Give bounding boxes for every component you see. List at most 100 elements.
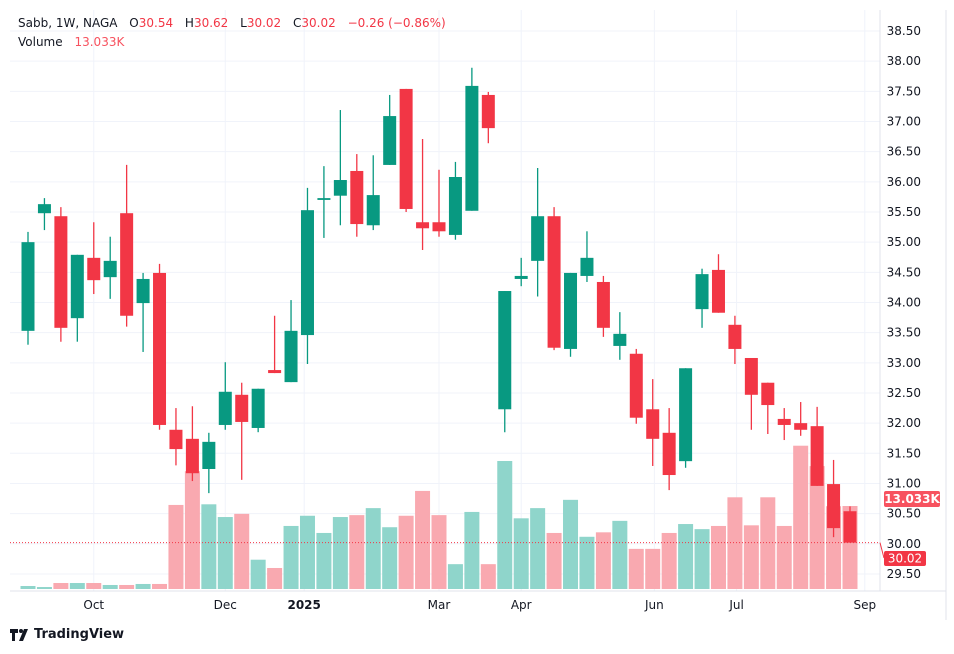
candle-body xyxy=(120,213,134,316)
volume-value: 13.033K xyxy=(74,35,125,49)
price-tick-label: 33.00 xyxy=(887,356,921,370)
volume-bar xyxy=(431,515,447,589)
time-tick-label: Jul xyxy=(728,598,743,612)
volume-bar xyxy=(743,525,759,589)
price-axis[interactable]: 38.50 38.00 37.50 37.00 36.50 36.00 35.50 35.00… xyxy=(887,24,921,581)
candle-body xyxy=(514,275,528,279)
price-tick-label: 36.00 xyxy=(887,175,921,189)
volume-bar xyxy=(645,548,661,589)
volume-bar xyxy=(382,527,398,589)
volume-bar xyxy=(760,497,776,589)
candle-body xyxy=(333,180,347,196)
volume-bar xyxy=(612,520,628,589)
candle-body xyxy=(416,222,430,229)
high-value: 30.62 xyxy=(193,16,229,30)
volume-bar xyxy=(36,587,52,589)
volume-bar xyxy=(332,517,348,589)
low-label: L xyxy=(240,16,247,30)
candle-body xyxy=(300,210,314,336)
candle-body xyxy=(827,484,841,529)
volume-bar xyxy=(628,548,644,589)
volume-bar xyxy=(398,515,414,589)
volume-bar xyxy=(579,536,595,589)
tradingview-logo[interactable]: TradingView xyxy=(10,627,124,642)
volume-label[interactable]: Volume xyxy=(18,35,63,49)
volume-bar xyxy=(694,529,710,589)
candle-body xyxy=(646,409,660,439)
close-label: C xyxy=(293,16,302,30)
volume-bar xyxy=(135,583,151,589)
volume-bar xyxy=(546,532,562,589)
open-value: 30.54 xyxy=(138,16,174,30)
candle-body xyxy=(629,353,643,418)
volume-bar xyxy=(267,567,283,589)
candle-body xyxy=(268,370,282,374)
price-tick-label: 30.50 xyxy=(887,507,921,521)
volume-bar xyxy=(661,532,677,589)
volume-bar xyxy=(776,525,792,589)
candle-body xyxy=(547,216,561,348)
volume-bar xyxy=(20,586,36,589)
volume-bar xyxy=(710,525,726,589)
candles xyxy=(21,67,857,543)
price-tick-label: 32.50 xyxy=(887,386,921,400)
time-axis[interactable]: Oct Dec 2025 Mar Apr Jun Jul Sep xyxy=(83,598,876,612)
candle-body xyxy=(218,391,232,425)
candle-body xyxy=(761,382,775,406)
tradingview-logo-icon xyxy=(10,628,28,641)
candle-body xyxy=(136,278,150,304)
high-label: H xyxy=(184,16,194,30)
close-value: 30.02 xyxy=(301,16,336,30)
candle-body xyxy=(498,291,512,410)
price-tick-label: 35.00 xyxy=(887,235,921,249)
price-tick-label: 30.00 xyxy=(887,537,921,551)
candle-body xyxy=(383,116,397,165)
volume-bar xyxy=(217,517,233,589)
candle-body xyxy=(103,260,117,278)
price-tick-label: 33.50 xyxy=(887,326,921,340)
volume-bar xyxy=(53,583,69,589)
candle-body xyxy=(728,324,742,349)
candle-body xyxy=(613,333,627,346)
candle-body xyxy=(37,204,51,214)
volume-bar xyxy=(447,564,463,589)
price-tick-label: 35.50 xyxy=(887,205,921,219)
candle-body xyxy=(185,438,199,474)
volume-bar xyxy=(283,525,299,589)
price-tick-label: 31.00 xyxy=(887,476,921,490)
candle-body xyxy=(711,269,725,313)
candle-body xyxy=(744,357,758,395)
candle-body xyxy=(564,272,578,349)
volume-row: Volume 13.033K xyxy=(18,33,446,52)
last-price-connector xyxy=(879,542,885,559)
volume-bar xyxy=(530,508,546,589)
low-value: 30.02 xyxy=(246,16,282,30)
candle-body xyxy=(695,274,709,310)
symbol-title[interactable]: Sabb, 1W, NAGA xyxy=(18,16,118,30)
candle-body xyxy=(399,88,413,209)
tradingview-logo-text: TradingView xyxy=(34,627,125,642)
price-tick-label: 29.50 xyxy=(887,567,921,581)
volume-bar xyxy=(793,445,809,589)
chart-legend: Sabb, 1W, NAGA O30.54 H30.62 L30.02 C30.… xyxy=(18,14,446,52)
candle-body xyxy=(596,281,610,328)
volume-bar xyxy=(480,564,496,589)
volume-bar xyxy=(595,532,611,589)
open-label: O xyxy=(129,16,139,30)
volume-bar xyxy=(234,513,250,589)
volume-bar xyxy=(809,466,825,589)
price-tick-label: 37.00 xyxy=(887,114,921,128)
candle-body xyxy=(284,330,298,383)
volume-bar xyxy=(102,584,118,589)
candle-body xyxy=(465,85,479,211)
candle-body xyxy=(777,418,791,425)
volume-bar xyxy=(497,460,513,589)
candle-body xyxy=(448,176,462,235)
volume-bars xyxy=(20,445,858,589)
price-tick-label: 38.00 xyxy=(887,54,921,68)
last-volume-text: 13.033K xyxy=(884,492,940,506)
candle-body xyxy=(531,216,545,261)
price-tick-label: 34.00 xyxy=(887,295,921,309)
volume-bar xyxy=(727,497,743,589)
